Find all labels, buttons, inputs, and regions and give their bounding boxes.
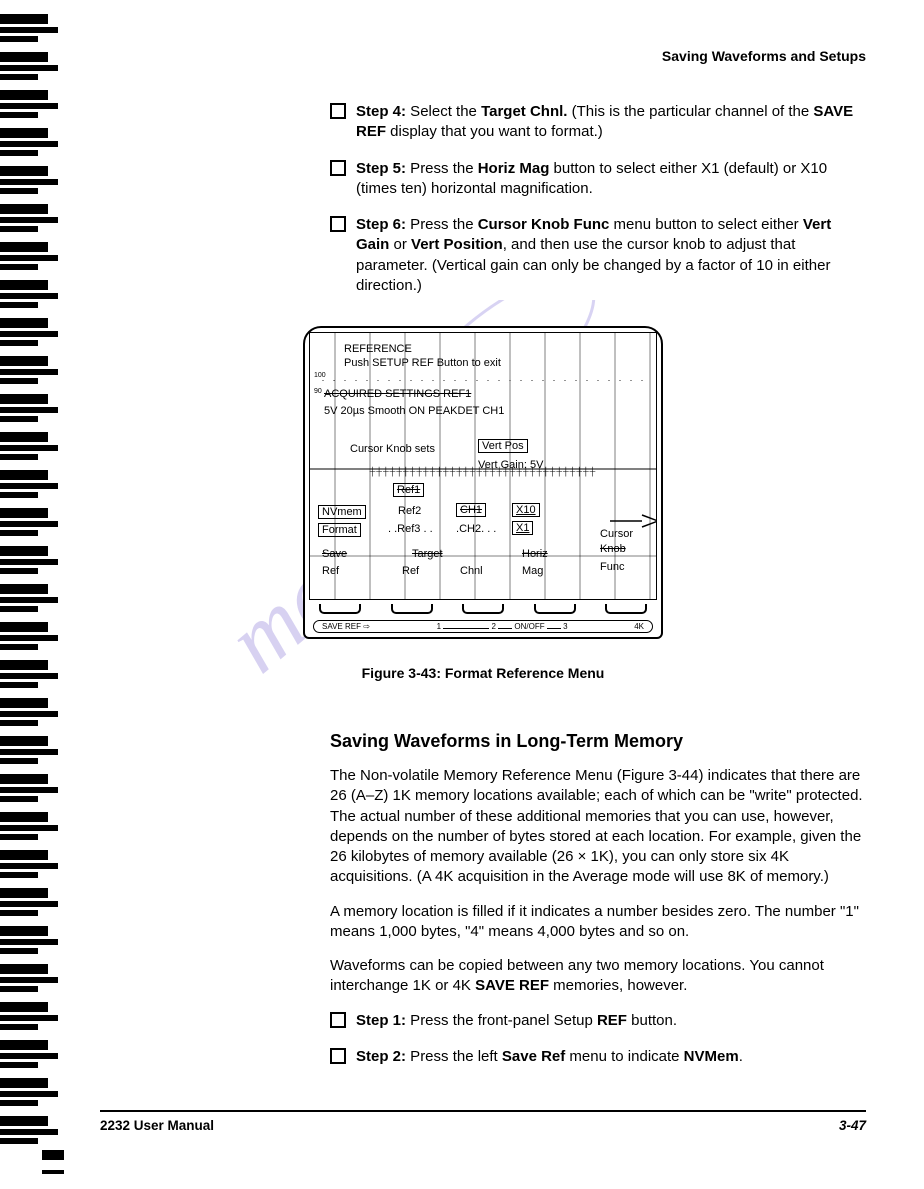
scope-horiz: Horiz: [522, 548, 548, 560]
bezel-btn: [391, 604, 433, 614]
scope-settings: 5V 20µs Smooth ON PEAKDET CH1: [324, 405, 504, 417]
scope-ref1: Ref1: [393, 483, 424, 497]
scope-lbl-100: 100: [314, 372, 326, 379]
scope-inner: REFERENCE Push SETUP REF Button to exit …: [309, 332, 657, 600]
bezel-btn: [534, 604, 576, 614]
scope-ref3-dots: . .Ref3 . .: [388, 523, 433, 535]
step-text: Step 6: Press the Cursor Knob Func menu …: [356, 215, 866, 296]
checkbox-icon: [330, 1048, 346, 1064]
scope-func: Func: [600, 561, 624, 573]
page: Saving Waveforms and Setups Step 4: Sele…: [0, 0, 924, 1189]
step-text: Step 1: Press the front-panel Setup REF …: [356, 1011, 866, 1031]
lbl-save-ref: SAVE REF ⇨: [322, 622, 370, 631]
step-b1: Step 1: Press the front-panel Setup REF …: [330, 1011, 866, 1031]
step-6: Step 6: Press the Cursor Knob Func menu …: [330, 215, 866, 296]
scope-ref-b1: Ref: [322, 565, 339, 577]
scope-cursor: Cursor: [600, 528, 633, 540]
body-para-3: Waveforms can be copied between any two …: [330, 956, 866, 997]
scope-save: Save: [322, 548, 347, 560]
scope-nvmem: NVmem: [318, 505, 366, 519]
bezel-btn: [319, 604, 361, 614]
scope-ref-b2: Ref: [402, 565, 419, 577]
bezel-btn: [462, 604, 504, 614]
scope-x10: X10: [512, 503, 540, 517]
scope-vertpos: Vert Pos: [478, 439, 528, 453]
checkbox-icon: [330, 103, 346, 119]
scope-label-bar: SAVE REF ⇨ 1 2 ON/OFF 3 4K: [313, 620, 653, 633]
step-text: Step 2: Press the left Save Ref menu to …: [356, 1047, 866, 1067]
scope-ch2-dots: .CH2. . .: [456, 523, 496, 535]
bezel-btn: [605, 604, 647, 614]
step-b2: Step 2: Press the left Save Ref menu to …: [330, 1047, 866, 1067]
footer-manual: 2232 User Manual: [100, 1118, 214, 1133]
checkbox-icon: [330, 216, 346, 232]
lbl-4k: 4K: [634, 622, 644, 631]
step-5: Step 5: Press the Horiz Mag button to se…: [330, 159, 866, 200]
scope-acq: ACQUIRED SETTINGS REF1: [324, 388, 471, 400]
step-text: Step 5: Press the Horiz Mag button to se…: [356, 159, 866, 200]
body-para-1: The Non-volatile Memory Reference Menu (…: [330, 766, 866, 888]
scope-knob: Cursor Knob sets: [350, 443, 435, 455]
scope-target: Target: [412, 548, 443, 560]
scope-chnl: Chnl: [460, 565, 483, 577]
figure-3-43: REFERENCE Push SETUP REF Button to exit …: [100, 326, 866, 681]
scope-ref2: Ref2: [398, 505, 421, 517]
scope-mag: Mag: [522, 565, 543, 577]
section-heading: Saving Waveforms in Long-Term Memory: [330, 731, 866, 752]
scope-lbl-90: 90: [314, 388, 322, 395]
scope-screen: REFERENCE Push SETUP REF Button to exit …: [303, 326, 663, 639]
step-4: Step 4: Select the Target Chnl. (This is…: [330, 102, 866, 143]
scope-format: Format: [318, 523, 361, 537]
scope-line1: REFERENCE: [344, 343, 412, 355]
step-text: Step 4: Select the Target Chnl. (This is…: [356, 102, 866, 143]
scope-line2: Push SETUP REF Button to exit: [344, 357, 501, 369]
checkbox-icon: [330, 160, 346, 176]
scope-knob2: Knob: [600, 543, 626, 555]
footer-page: 3-47: [839, 1118, 866, 1133]
body-para-2: A memory location is filled if it indica…: [330, 902, 866, 943]
page-header: Saving Waveforms and Setups: [100, 48, 866, 64]
scope-x1: X1: [512, 521, 533, 535]
checkbox-icon: [330, 1012, 346, 1028]
bezel-buttons: [309, 600, 657, 616]
page-footer: 2232 User Manual 3-47: [100, 1110, 866, 1133]
figure-caption: Figure 3-43: Format Reference Menu: [100, 665, 866, 681]
scope-ch1: CH1: [456, 503, 486, 517]
